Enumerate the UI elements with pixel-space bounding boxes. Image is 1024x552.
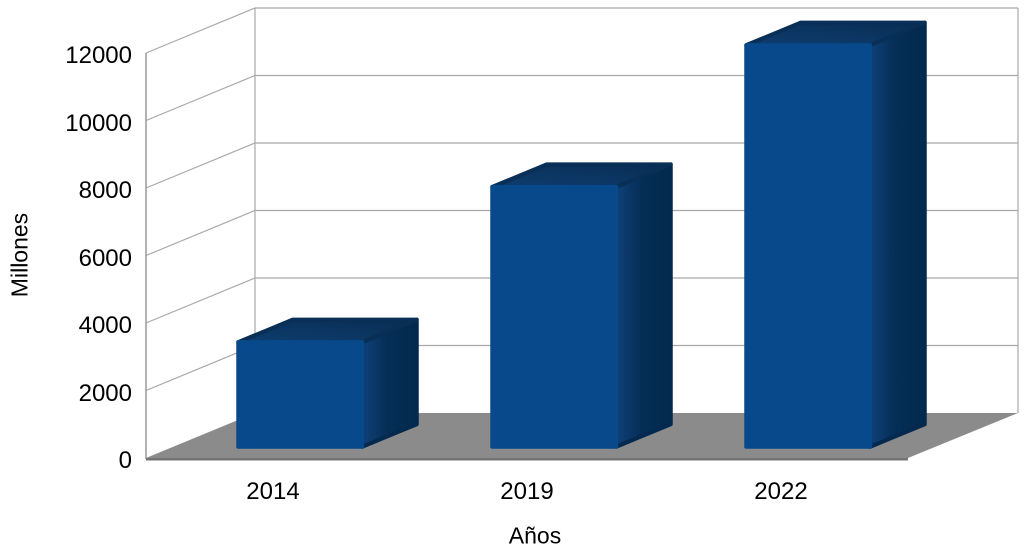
bar-2014 xyxy=(236,317,419,449)
ytick-10000: 10000 xyxy=(65,109,132,137)
x-axis-title: Años xyxy=(508,522,562,549)
bar-side-face xyxy=(868,20,927,449)
y-axis-title: Millones xyxy=(6,212,33,298)
bar-2019 xyxy=(490,162,673,449)
ytick-4000: 4000 xyxy=(78,312,132,339)
bar-side-face xyxy=(614,162,673,449)
bar-front-face xyxy=(236,340,365,449)
ytick-12000: 12000 xyxy=(65,42,132,69)
category-label-2019: 2019 xyxy=(500,478,554,505)
bar-front-face xyxy=(490,184,619,449)
ytick-6000: 6000 xyxy=(78,244,132,272)
ytick-0: 0 xyxy=(118,447,132,474)
ytick-8000: 8000 xyxy=(78,177,132,204)
bar-front-face xyxy=(744,43,873,449)
bar-2022 xyxy=(744,20,927,449)
category-label-2014: 2014 xyxy=(246,478,300,505)
category-label-2022: 2022 xyxy=(754,478,808,505)
ytick-2000: 2000 xyxy=(78,379,132,407)
